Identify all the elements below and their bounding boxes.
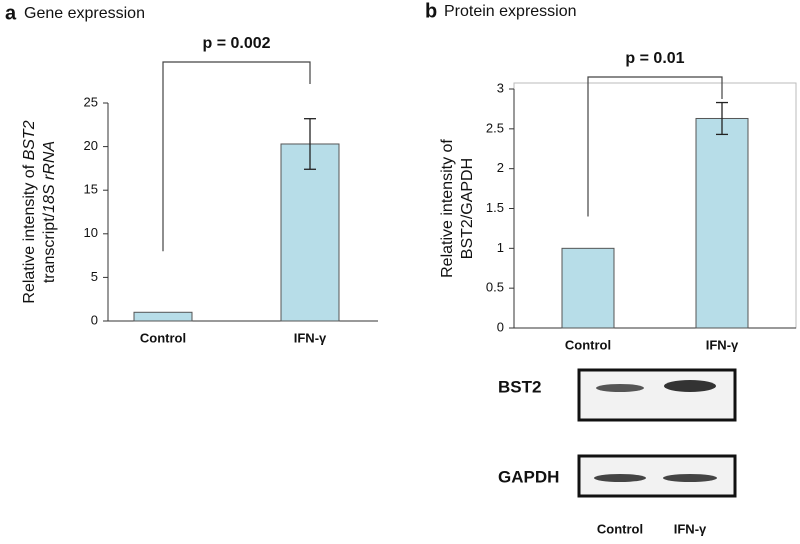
blot-lane-label: Control	[597, 521, 643, 536]
y-axis-label: BST2/GAPDH	[459, 158, 476, 259]
y-tick-label: 0	[497, 319, 504, 334]
panel-letter: a	[5, 2, 17, 24]
y-tick-label: 15	[84, 182, 98, 197]
y-axis-label: transcript/18S rRNA	[41, 141, 58, 283]
significance-bracket	[587, 76, 723, 217]
bar	[561, 247, 615, 329]
y-tick-label: 2.5	[486, 120, 504, 135]
y-tick-label: 20	[84, 138, 98, 153]
plot-frame	[513, 82, 797, 329]
blot-lane-label: IFN-γ	[674, 521, 707, 536]
x-tick-label: IFN-γ	[706, 337, 739, 352]
bar	[133, 311, 193, 322]
blot: BST2 GAPDH Control IFN-γ	[498, 368, 737, 536]
y-tick-label: 3	[497, 80, 504, 95]
error-bar	[304, 118, 316, 170]
y-tick-label: 0.5	[486, 280, 504, 295]
y-tick-label: 5	[91, 269, 98, 284]
y-axis-label-part: Relative intensity of	[21, 160, 38, 303]
x-tick-label: Control	[565, 337, 611, 352]
y-tick-label: 25	[84, 94, 98, 109]
blot-band	[663, 474, 717, 482]
y-axis-label: Relative intensity of	[439, 139, 456, 278]
chart-title: Protein expression	[444, 3, 577, 20]
y-axis-label-part: BST2	[21, 120, 38, 160]
blot-band	[594, 474, 646, 482]
panel-letter: b	[425, 0, 437, 22]
y-axis-label-part: Relative intensity of	[439, 139, 456, 278]
x-tick-label: IFN-γ	[294, 330, 327, 345]
y-axis-label: Relative intensity of BST2	[21, 120, 38, 303]
error-bar	[716, 101, 728, 136]
y-tick-label: 1.5	[486, 200, 504, 215]
bar	[695, 117, 749, 329]
p-value: p = 0.01	[625, 50, 684, 67]
y-tick-label: 1	[497, 240, 504, 255]
y-tick-label: 2	[497, 160, 504, 175]
bar	[280, 143, 340, 322]
blot-row-label: GAPDH	[498, 467, 559, 486]
blot-band	[664, 380, 716, 392]
y-axis-label-part: transcript/	[41, 212, 58, 283]
p-value: p = 0.002	[202, 35, 270, 52]
y-tick-label: 0	[91, 312, 98, 327]
blot-row-label: BST2	[498, 377, 541, 396]
y-axis-label-part: 18S rRNA	[41, 141, 58, 213]
blot-box	[577, 368, 737, 422]
y-tick-label: 10	[84, 225, 98, 240]
y-axis-label-part: BST2/GAPDH	[459, 158, 476, 259]
chart-title: Gene expression	[24, 5, 145, 22]
significance-bracket	[162, 61, 311, 252]
x-tick-label: Control	[140, 330, 186, 345]
blot-band	[596, 384, 644, 392]
